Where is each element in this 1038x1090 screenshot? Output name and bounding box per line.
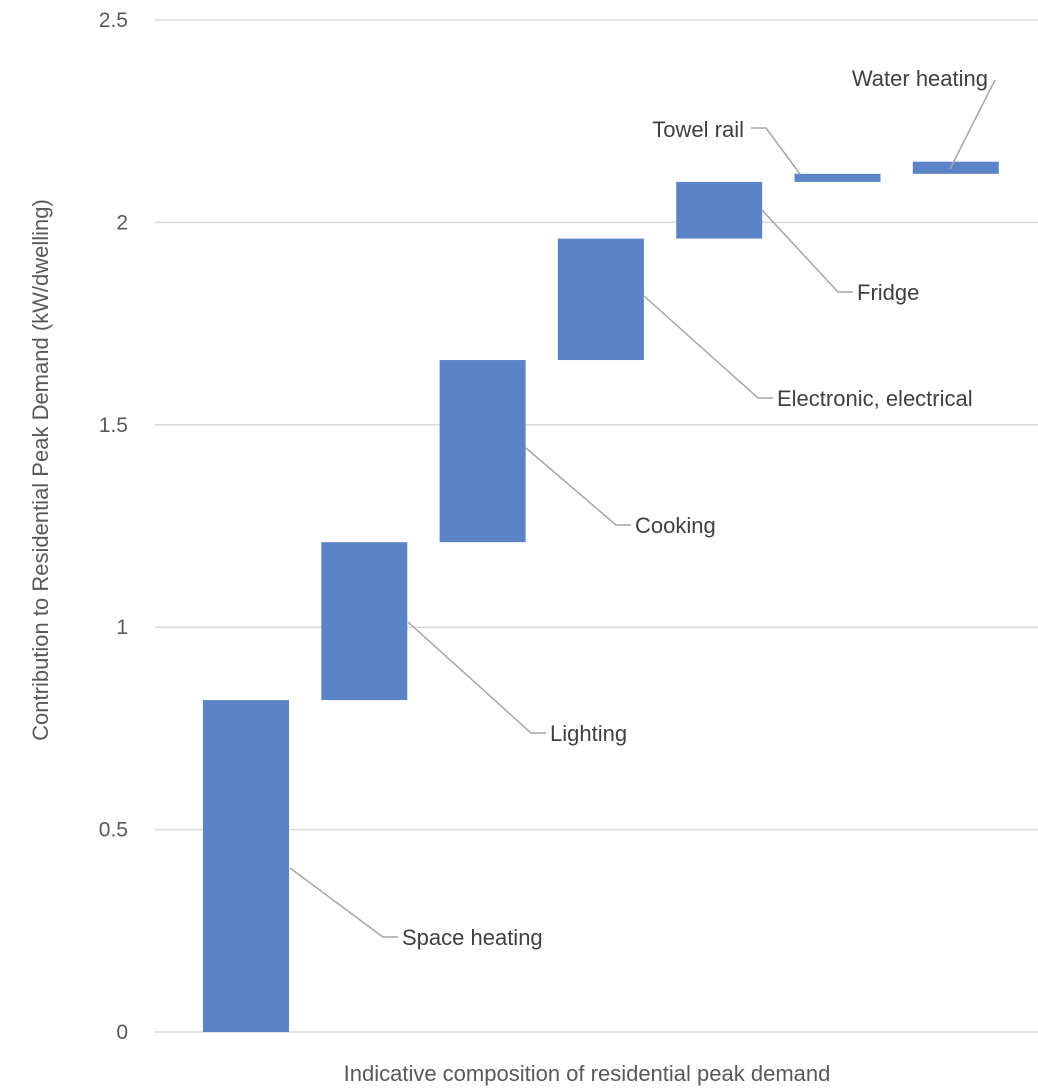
y-tick-label: 0.5 (99, 819, 128, 842)
gridlines (155, 19, 1038, 1033)
y-tick-label: 2.5 (99, 9, 128, 32)
bar-label: Towel rail (652, 117, 744, 142)
bar (557, 238, 644, 361)
y-tick-label: 0 (116, 1021, 128, 1044)
bar (676, 181, 763, 239)
leader-line (525, 447, 631, 526)
leader-line (949, 79, 996, 170)
bar (794, 173, 881, 182)
y-tick-labels: 0 0.5 1 1.5 2 2.5 (99, 9, 128, 1044)
x-axis-title: Indicative composition of residential pe… (344, 1061, 831, 1086)
bar (912, 161, 999, 174)
bar-label: Electronic, electrical (777, 386, 973, 411)
bar-label: Cooking (635, 513, 716, 538)
bar-label: Water heating (852, 66, 988, 91)
bars (203, 161, 999, 1032)
y-tick-label: 1.5 (99, 414, 128, 437)
leader-line (643, 295, 773, 399)
bar (203, 700, 289, 1032)
bar-label: Lighting (550, 721, 627, 746)
bar-labels: Space heating Lighting Cooking Electronic, … (402, 66, 988, 950)
bar (321, 542, 408, 701)
leader-lines (289, 79, 996, 938)
leader-line (751, 127, 801, 175)
y-axis-title: Contribution to Residential Peak Demand … (28, 199, 53, 741)
leader-line (289, 867, 398, 938)
bar-label: Fridge (857, 280, 919, 305)
y-tick-label: 2 (116, 211, 128, 234)
y-tick-label: 1 (116, 616, 128, 639)
leader-line (761, 209, 853, 293)
bar-label: Space heating (402, 925, 543, 950)
bar (439, 360, 526, 543)
leader-line (407, 621, 546, 734)
